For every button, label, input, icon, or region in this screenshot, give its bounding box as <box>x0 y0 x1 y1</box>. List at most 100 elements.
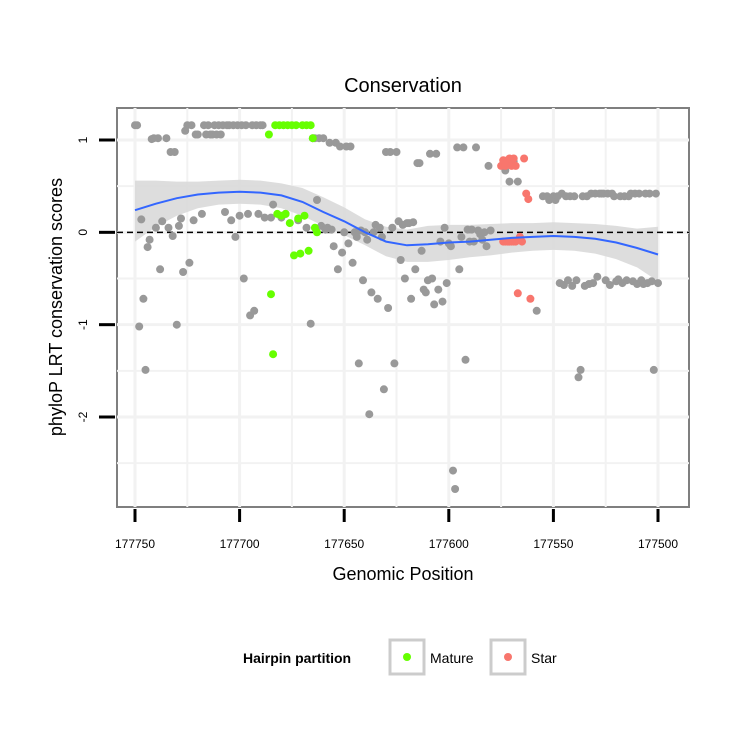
data-point-other <box>472 143 480 152</box>
data-point-other <box>486 226 495 235</box>
data-point-other <box>363 235 372 244</box>
data-point-other <box>306 319 315 328</box>
data-point-other <box>189 216 198 225</box>
smooth-line-group <box>134 190 659 256</box>
data-point-star <box>524 195 533 204</box>
legend-title: Hairpin partition <box>243 650 351 666</box>
data-point-other <box>137 215 146 224</box>
data-point-mature <box>296 249 305 258</box>
y-axis-title: phyloP LRT conservation scores <box>46 178 66 436</box>
data-point-other <box>352 232 361 241</box>
data-point-other <box>313 196 321 204</box>
data-point-other <box>373 294 382 303</box>
data-point-other <box>449 466 457 475</box>
data-point-mature <box>281 209 290 218</box>
y-tick-label: 0 <box>76 229 90 236</box>
data-point-other <box>329 242 338 251</box>
data-point-other <box>484 161 493 170</box>
legend: Hairpin partition Mature Star <box>243 638 557 676</box>
data-point-other <box>174 221 183 230</box>
data-point-other <box>564 276 572 285</box>
data-point-other <box>605 281 614 289</box>
data-point-other <box>438 297 447 306</box>
data-point-other <box>392 148 401 156</box>
data-point-other <box>480 228 489 237</box>
data-point-other <box>388 223 397 232</box>
y-tick-label: -1 <box>76 319 90 330</box>
data-point-other <box>185 258 194 267</box>
x-tick-label: 177750 <box>115 537 155 551</box>
data-point-other <box>133 121 142 130</box>
legend-marker-star <box>504 653 512 661</box>
data-point-other <box>269 200 278 209</box>
data-point-other <box>379 385 388 394</box>
data-point-other <box>442 279 451 288</box>
data-point-other <box>156 265 165 274</box>
data-point-other <box>338 248 347 257</box>
data-point-other <box>254 209 263 218</box>
smooth-line <box>134 190 659 256</box>
legend-marker-mature <box>403 653 411 661</box>
y-tick-label: 1 <box>76 136 90 143</box>
data-point-other <box>170 148 179 156</box>
data-point-other <box>635 189 644 198</box>
data-point-other <box>513 177 522 186</box>
data-point-mature <box>304 246 313 255</box>
data-point-star <box>518 237 526 246</box>
data-point-other <box>367 288 376 297</box>
x-tick-label: 177550 <box>533 537 573 551</box>
data-point-other <box>574 373 583 382</box>
data-point-other <box>467 225 476 234</box>
data-point-other <box>239 274 248 283</box>
data-point-mature <box>300 211 309 220</box>
scatter-points <box>131 121 662 493</box>
chart-title: Conservation <box>344 75 462 97</box>
data-point-other <box>260 213 269 222</box>
data-point-other <box>505 177 514 186</box>
x-axis: 177750 177700 177650 177600 177550 177500 <box>115 509 678 551</box>
data-point-mature <box>264 130 273 139</box>
data-point-other <box>302 223 311 232</box>
data-point-mature <box>313 228 321 237</box>
data-point-other <box>434 285 443 294</box>
data-point-star <box>513 289 522 298</box>
data-point-mature <box>290 251 298 260</box>
data-point-other <box>457 232 466 241</box>
data-point-other <box>344 239 353 248</box>
data-point-other <box>409 218 418 227</box>
data-point-other <box>459 143 468 152</box>
data-point-other <box>319 134 328 143</box>
data-point-other <box>143 243 152 252</box>
x-tick-label: 177600 <box>429 537 469 551</box>
data-point-other <box>145 235 154 244</box>
data-point-other <box>172 320 181 329</box>
data-point-other <box>570 192 579 201</box>
data-point-other <box>325 138 334 147</box>
data-point-other <box>453 143 462 152</box>
data-point-other <box>421 288 430 297</box>
data-point-other <box>428 274 437 283</box>
data-point-other <box>346 142 355 151</box>
data-point-other <box>407 294 416 303</box>
data-point-mature <box>267 290 275 299</box>
data-point-other <box>162 134 171 143</box>
data-point-other <box>384 304 393 312</box>
data-point-other <box>572 276 581 285</box>
data-point-other <box>141 365 150 374</box>
data-point-other <box>647 277 656 286</box>
data-point-other <box>139 294 148 303</box>
data-point-other <box>451 485 460 493</box>
data-point-other <box>589 279 598 288</box>
data-point-other <box>359 276 367 285</box>
data-point-mature <box>269 350 278 359</box>
data-point-other <box>622 276 631 285</box>
data-point-other <box>250 306 259 315</box>
data-point-other <box>197 209 206 218</box>
x-tick-label: 177500 <box>638 537 678 551</box>
data-point-other <box>179 268 188 276</box>
data-point-star <box>509 154 518 163</box>
data-point-mature <box>292 121 301 130</box>
data-point-star <box>520 154 529 163</box>
data-point-other <box>154 134 162 143</box>
data-point-other <box>532 306 541 315</box>
